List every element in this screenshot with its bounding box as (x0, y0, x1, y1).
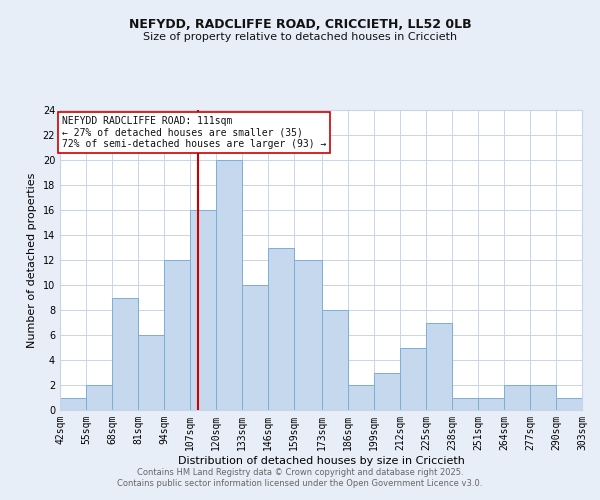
Y-axis label: Number of detached properties: Number of detached properties (27, 172, 37, 348)
Bar (478, 398, 504, 410)
Text: Contains HM Land Registry data © Crown copyright and database right 2025.
Contai: Contains HM Land Registry data © Crown c… (118, 468, 482, 487)
Bar (530, 385, 556, 410)
Bar (242, 285, 268, 410)
Bar (426, 322, 452, 410)
Bar (164, 260, 190, 410)
Bar (190, 210, 216, 410)
Bar (452, 398, 478, 410)
Bar (216, 160, 242, 410)
Text: NEFYDD RADCLIFFE ROAD: 111sqm
← 27% of detached houses are smaller (35)
72% of s: NEFYDD RADCLIFFE ROAD: 111sqm ← 27% of d… (62, 116, 326, 150)
Text: Size of property relative to detached houses in Criccieth: Size of property relative to detached ho… (143, 32, 457, 42)
Bar (294, 260, 322, 410)
Bar (268, 248, 294, 410)
Bar (322, 310, 348, 410)
Bar (112, 298, 138, 410)
Bar (348, 385, 374, 410)
Bar (504, 385, 530, 410)
Bar (86, 385, 112, 410)
X-axis label: Distribution of detached houses by size in Criccieth: Distribution of detached houses by size … (178, 456, 464, 466)
Text: NEFYDD, RADCLIFFE ROAD, CRICCIETH, LL52 0LB: NEFYDD, RADCLIFFE ROAD, CRICCIETH, LL52 … (128, 18, 472, 30)
Bar (374, 372, 400, 410)
Bar (138, 335, 164, 410)
Bar (400, 348, 426, 410)
Bar (60, 398, 86, 410)
Bar (556, 398, 582, 410)
